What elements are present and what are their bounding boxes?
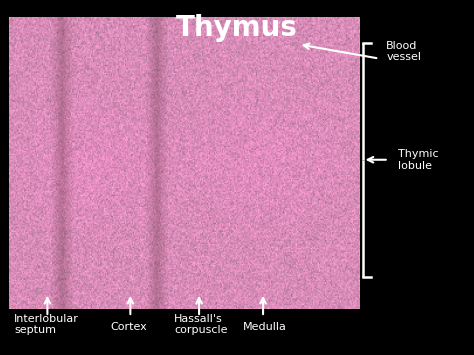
Text: Blood
vessel: Blood vessel <box>386 41 421 62</box>
Text: Hassall's
corpuscle: Hassall's corpuscle <box>174 314 228 335</box>
Text: Medulla: Medulla <box>243 322 287 332</box>
Text: Cortex: Cortex <box>110 322 147 332</box>
Text: Interlobular
septum: Interlobular septum <box>14 314 79 335</box>
Text: Thymic
lobule: Thymic lobule <box>398 149 439 170</box>
Text: Thymus: Thymus <box>176 14 298 42</box>
